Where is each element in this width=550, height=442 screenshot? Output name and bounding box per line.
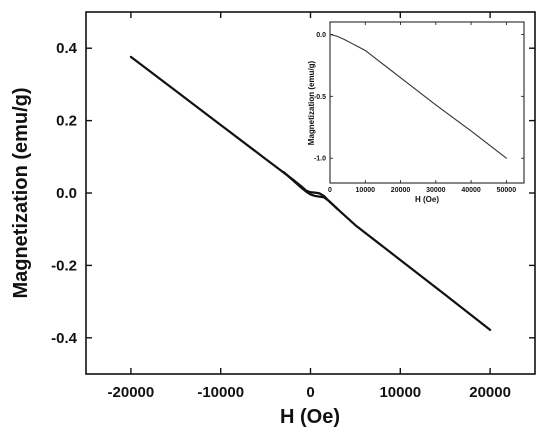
main-y-tick-label: 0.0 bbox=[56, 185, 77, 202]
main-x-tick-label: -20000 bbox=[108, 384, 155, 401]
main-y-tick-label: 0.2 bbox=[56, 113, 77, 130]
main-series-line bbox=[129, 55, 492, 331]
main-series-line bbox=[282, 170, 339, 211]
inset-y-tick-label: -0.5 bbox=[314, 94, 326, 101]
inset-x-tick-label: 40000 bbox=[461, 187, 481, 194]
main-y-tick-label: -0.4 bbox=[51, 330, 78, 347]
inset-series bbox=[329, 33, 507, 159]
main-y-tick-label: 0.4 bbox=[56, 40, 78, 57]
main-x-tick-label: -10000 bbox=[197, 384, 244, 401]
main-y-tick-label: -0.2 bbox=[51, 257, 77, 274]
inset-plot-frame bbox=[329, 21, 525, 184]
main-tick-labels: -20000 -10000 0 10000 20000 0.4 0.2 0.0 -0.2 -0.4 bbox=[51, 40, 511, 401]
inset-series-line bbox=[329, 33, 507, 159]
inset-y-axis-title: Magnetization (emu/g) bbox=[307, 60, 316, 145]
inset-x-axis-title: H (Oe) bbox=[415, 195, 439, 204]
inset-x-tick-label: 10000 bbox=[356, 187, 376, 194]
inset-x-tick-label: 20000 bbox=[391, 187, 411, 194]
inset-x-tick-label: 0 bbox=[328, 187, 332, 194]
main-ticks bbox=[86, 12, 535, 374]
inset-x-tick-label: 50000 bbox=[497, 187, 517, 194]
main-x-axis-title: H (Oe) bbox=[280, 406, 340, 428]
inset-y-tick-label: -1.0 bbox=[314, 156, 326, 163]
main-series bbox=[129, 55, 492, 331]
inset-tick-labels: 0 10000 20000 30000 40000 50000 0.0 -0.5 -1.0 bbox=[314, 32, 516, 194]
inset-chart: 0 10000 20000 30000 40000 50000 0.0 -0.5 -1.0 H … bbox=[307, 21, 525, 204]
main-x-tick-label: 0 bbox=[306, 384, 314, 401]
inset-y-tick-label: 0.0 bbox=[316, 32, 326, 39]
inset-ticks bbox=[329, 22, 524, 183]
main-y-axis-title: Magnetization (emu/g) bbox=[10, 87, 32, 298]
main-x-tick-label: 10000 bbox=[379, 384, 421, 401]
main-x-tick-label: 20000 bbox=[469, 384, 511, 401]
inset-x-tick-label: 30000 bbox=[426, 187, 446, 194]
